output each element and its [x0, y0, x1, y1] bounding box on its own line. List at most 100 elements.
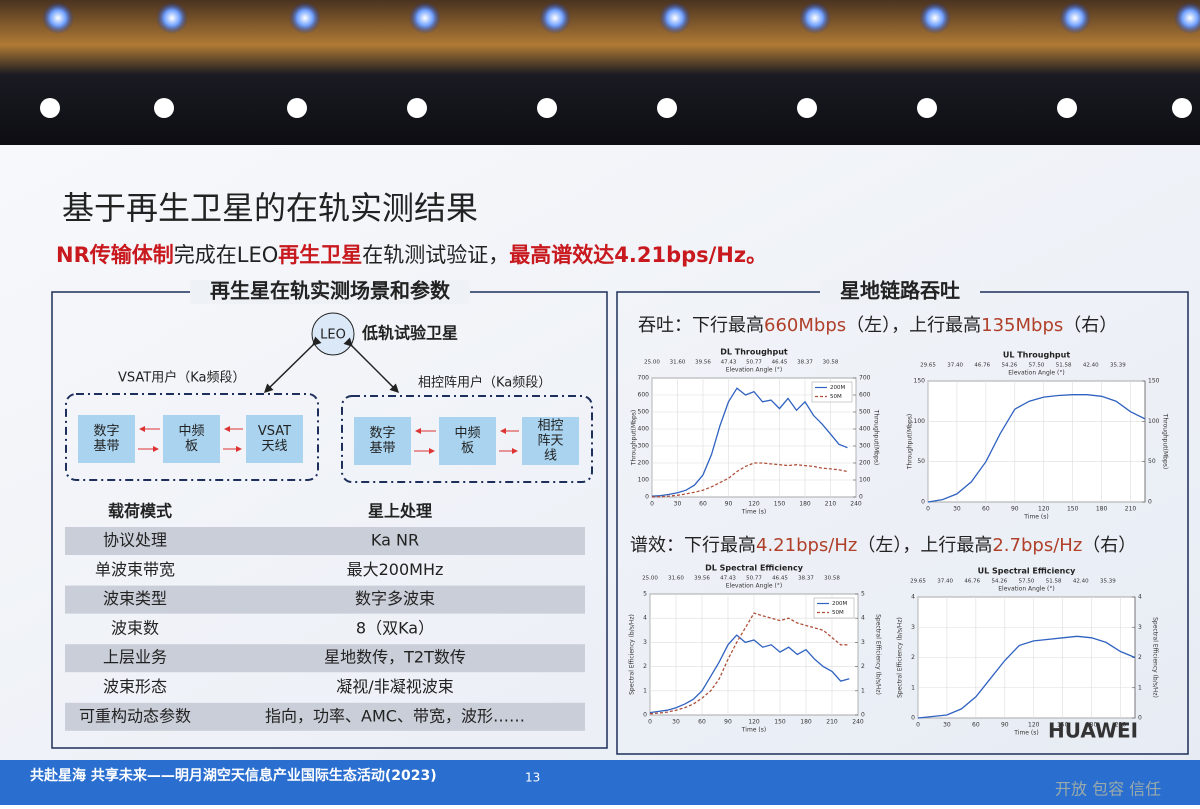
x-tick-label: 90: [724, 719, 732, 726]
x-tick-label: 210: [826, 719, 838, 726]
y2-tick-label: 5: [861, 591, 865, 598]
top-tick-label: 46.45: [772, 360, 788, 366]
table-cell: 最大200MHz: [347, 560, 444, 579]
x-tick-label: 60: [699, 501, 707, 508]
x-tick-label: 150: [1057, 722, 1069, 729]
y-tick-label: 400: [638, 426, 650, 433]
top-tick-label: 54.26: [992, 579, 1008, 585]
block-label: 数字: [369, 426, 395, 441]
top-tick-label: 42.40: [1083, 363, 1099, 369]
series-line: [917, 635, 1136, 719]
block-label: 线: [544, 449, 557, 464]
footer-band: [0, 760, 1200, 805]
top-tick-label: 57.50: [1019, 579, 1035, 585]
y2-tick-label: 4: [1138, 594, 1142, 601]
x-axis-label: Time (s): [1023, 514, 1048, 521]
x-tick-label: 180: [799, 501, 811, 508]
table-cell: 波束数: [111, 618, 159, 637]
y2-tick-label: 3: [861, 639, 865, 646]
y2-axis-label: Throughput(Mbps): [873, 409, 880, 465]
x-tick-label: 30: [953, 506, 961, 513]
y-tick-label: 0: [921, 499, 925, 506]
y-tick-label: 5: [643, 591, 647, 598]
block: [246, 415, 303, 463]
y2-tick-label: 2: [1138, 654, 1142, 661]
leo-node: [311, 312, 355, 356]
caption-part: 660Mbps: [764, 315, 846, 336]
x-tick-label: 60: [698, 719, 706, 726]
top-axis-label: Elevation Angle (°): [726, 367, 782, 374]
caption-part: 135Mbps: [981, 315, 1063, 336]
series-line: [651, 387, 848, 497]
stage-lamp: [919, 2, 951, 34]
stage-bulb: [917, 98, 937, 118]
stage-lamp: [156, 2, 188, 34]
y2-tick-label: 700: [859, 375, 871, 382]
top-tick-label: 47.43: [720, 576, 736, 582]
y2-tick-label: 2: [861, 663, 865, 670]
table-cell: 数字多波束: [355, 589, 435, 608]
x-tick-label: 240: [850, 501, 862, 508]
slide-subtitle: NR传输体制完成在LEO再生卫星在轨测试验证，最高谱效达4.21bps/Hz。: [56, 243, 767, 267]
table-cell: 协议处理: [103, 531, 167, 550]
caption-part: （右）: [1063, 315, 1117, 336]
top-tick-label: 51.58: [1056, 363, 1072, 369]
x-tick-label: 180: [1086, 722, 1098, 729]
user-label: 相控阵用户（Ka频段）: [418, 375, 551, 391]
top-tick-label: 29.65: [920, 363, 936, 369]
heading-bg: [190, 280, 470, 304]
block: [354, 417, 411, 465]
caption-part: 4.21bps/Hz: [756, 535, 857, 556]
subtitle-part: 再生卫星: [278, 243, 362, 267]
x-tick-label: 90: [1001, 722, 1009, 729]
x-tick-label: 0: [650, 501, 654, 508]
table-cell: Ka NR: [371, 531, 419, 550]
top-tick-label: 38.37: [798, 576, 814, 582]
top-tick-label: 57.50: [1029, 363, 1045, 369]
x-tick-label: 210: [825, 501, 837, 508]
y2-tick-label: 150: [1148, 378, 1160, 385]
y2-tick-label: 400: [859, 426, 871, 433]
stage-lamp: [659, 2, 691, 34]
top-tick-label: 37.40: [947, 363, 963, 369]
y-axis-label: Throughput(Mbps): [907, 414, 914, 470]
y2-tick-label: 0: [859, 494, 863, 501]
x-tick-label: 120: [1038, 506, 1050, 513]
top-tick-label: 35.39: [1100, 579, 1116, 585]
x-tick-label: 150: [774, 719, 786, 726]
block: [439, 417, 496, 465]
subtitle-part: 最高谱效达4.21bps/Hz。: [509, 243, 767, 267]
block-label: 天线: [261, 439, 287, 454]
y2-tick-label: 0: [861, 712, 865, 719]
y2-tick-label: 1: [861, 687, 865, 694]
user-group: [341, 395, 593, 483]
caption-part: （左），上行最高: [857, 535, 992, 556]
stage-lamp: [539, 2, 571, 34]
top-tick-label: 50.77: [746, 576, 762, 582]
y2-tick-label: 100: [1148, 418, 1160, 425]
stage-lamp: [289, 2, 321, 34]
x-tick-label: 0: [916, 722, 920, 729]
y2-tick-label: 300: [859, 443, 871, 450]
block-label: 相控: [537, 419, 563, 434]
y2-tick-label: 600: [859, 392, 871, 399]
satellite-label: 低轨试验卫星: [361, 324, 458, 343]
y-tick-label: 2: [911, 654, 915, 661]
table-cell: 指向，功率、AMC、带宽，波形……: [265, 706, 525, 725]
motto: 开放 包容 信任: [1055, 780, 1161, 799]
block-label: 板: [185, 439, 198, 454]
x-axis-label: Time (s): [741, 509, 766, 516]
slide-title: 基于再生卫星的在轨实测结果: [62, 189, 478, 227]
x-tick-label: 150: [774, 501, 786, 508]
y-tick-label: 0: [911, 715, 915, 722]
y-tick-label: 200: [638, 460, 650, 467]
y2-axis-label: Spectral Efficiency (b/s/Hz): [875, 614, 882, 695]
series-line: [649, 634, 850, 714]
block: [78, 415, 135, 463]
top-axis-label: Elevation Angle (°): [1008, 370, 1064, 377]
block: [163, 415, 220, 463]
top-tick-label: 25.00: [644, 360, 660, 366]
y-tick-label: 100: [638, 477, 650, 484]
caption-part: 吞吐：下行最高: [638, 315, 764, 336]
